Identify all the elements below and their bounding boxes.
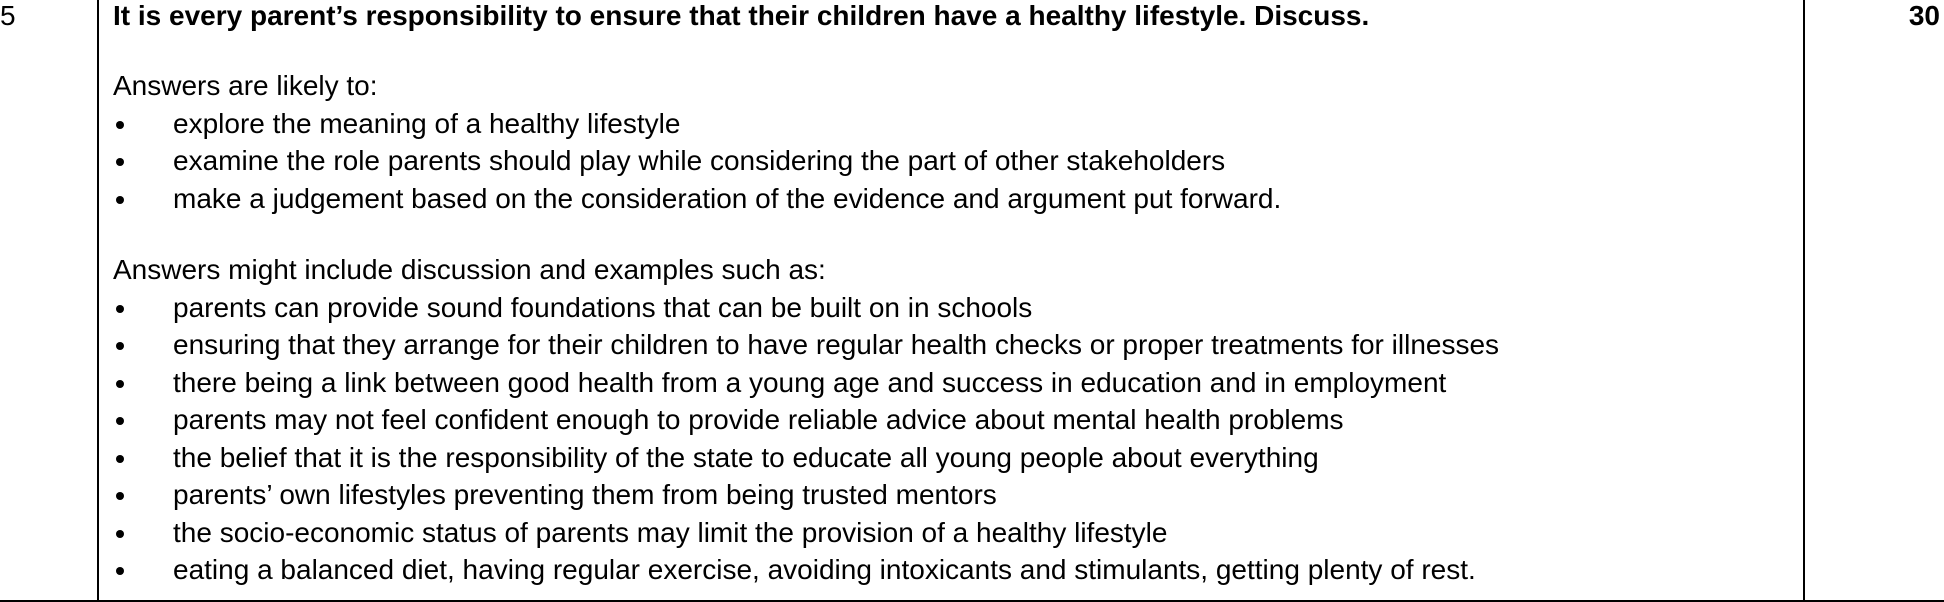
list-item: the belief that it is the responsibility… bbox=[113, 439, 1793, 477]
section1-intro: Answers are likely to: bbox=[113, 70, 378, 101]
list-item: explore the meaning of a healthy lifesty… bbox=[113, 105, 1793, 143]
list-item: ensuring that they arrange for their chi… bbox=[113, 326, 1793, 364]
answer-guidance: It is every parent’s responsibility to e… bbox=[113, 0, 1793, 589]
section2-intro: Answers might include discussion and exa… bbox=[113, 254, 826, 285]
list-item: make a judgement based on the considerat… bbox=[113, 180, 1793, 218]
column-divider-right bbox=[1803, 0, 1805, 600]
question-number: 5 bbox=[0, 0, 16, 31]
list-item: parents may not feel confident enough to… bbox=[113, 401, 1793, 439]
column-divider-left bbox=[97, 0, 99, 600]
question-text: It is every parent’s responsibility to e… bbox=[113, 0, 1370, 31]
list-item: there being a link between good health f… bbox=[113, 364, 1793, 402]
section1-list: explore the meaning of a healthy lifesty… bbox=[113, 105, 1793, 218]
list-item: parents’ own lifestyles preventing them … bbox=[113, 476, 1793, 514]
list-item: examine the role parents should play whi… bbox=[113, 142, 1793, 180]
marks-value: 30 bbox=[1908, 0, 1940, 31]
list-item: eating a balanced diet, having regular e… bbox=[113, 551, 1793, 589]
list-item: parents can provide sound foundations th… bbox=[113, 289, 1793, 327]
list-item: the socio-economic status of parents may… bbox=[113, 514, 1793, 552]
section2-list: parents can provide sound foundations th… bbox=[113, 289, 1793, 589]
